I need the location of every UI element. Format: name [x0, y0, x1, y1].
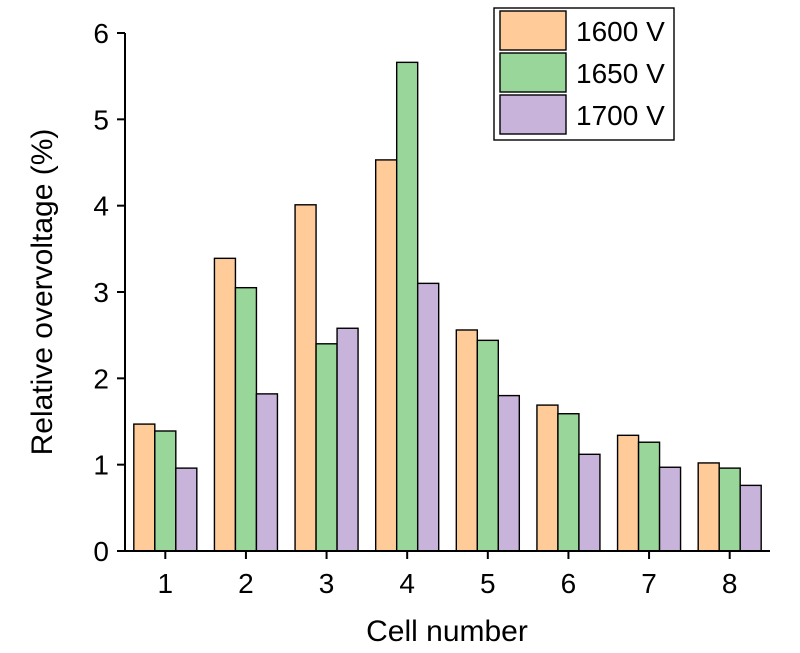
bar-1650v-cell-1 — [154, 430, 177, 552]
bar-1600v-cell-1 — [133, 423, 156, 552]
bar-1600v-cell-8 — [697, 462, 720, 552]
bar-1700v-cell-4 — [416, 282, 440, 552]
x-tick-label-3: 3 — [319, 568, 335, 599]
bar-1650v-cell-3 — [315, 343, 338, 552]
bar-1650v-cell-7 — [637, 441, 661, 552]
x-tick-label-5: 5 — [480, 568, 496, 599]
legend-swatch-1650v — [499, 52, 567, 93]
bar-1700v-cell-1 — [175, 467, 198, 552]
bar-1600v-cell-3 — [294, 204, 317, 552]
y-tick-label-3: 3 — [93, 277, 109, 308]
bar-1600v-cell-2 — [213, 257, 237, 552]
legend-label-1700v: 1700 V — [576, 100, 665, 131]
bar-1650v-cell-8 — [718, 467, 741, 552]
bar-1700v-cell-7 — [658, 466, 682, 552]
y-tick-label-1: 1 — [93, 450, 109, 481]
bar-1700v-cell-6 — [578, 453, 601, 552]
bar-1700v-cell-2 — [255, 393, 279, 552]
legend-swatch-1700v — [499, 94, 567, 135]
bar-1650v-cell-4 — [395, 61, 419, 552]
x-tick-label-4: 4 — [399, 568, 415, 599]
bar-1600v-cell-6 — [536, 404, 559, 552]
bar-1650v-cell-5 — [476, 339, 500, 552]
bars — [133, 61, 762, 552]
x-tick-label-8: 8 — [722, 568, 738, 599]
legend-swatch-1600v — [499, 10, 567, 51]
legend-label-1600v: 1600 V — [576, 16, 665, 47]
x-tick-label-7: 7 — [641, 568, 657, 599]
bar-1700v-cell-3 — [336, 327, 359, 552]
bar-1700v-cell-5 — [497, 394, 521, 552]
y-tick-label-6: 6 — [93, 18, 109, 49]
y-axis-title: Relative overvoltage (%) — [26, 129, 59, 456]
y-tick-label-2: 2 — [93, 363, 109, 394]
bar-1600v-cell-5 — [455, 329, 479, 552]
bar-1600v-cell-4 — [374, 159, 398, 552]
y-tick-label-5: 5 — [93, 104, 109, 135]
y-tick-label-0: 0 — [93, 536, 109, 567]
bar-1700v-cell-8 — [739, 484, 762, 552]
y-tick-label-4: 4 — [93, 191, 109, 222]
x-tick-label-1: 1 — [158, 568, 174, 599]
x-axis-title: Cell number — [366, 615, 528, 648]
x-tick-label-2: 2 — [238, 568, 254, 599]
x-ticks: 1 2 3 4 5 6 7 8 — [158, 551, 738, 599]
legend: 1600 V 1650 V 1700 V — [493, 7, 675, 141]
y-ticks: 0 1 2 3 4 5 6 — [93, 18, 125, 567]
bar-1650v-cell-2 — [234, 286, 258, 552]
bar-1650v-cell-6 — [557, 413, 580, 552]
bar-1600v-cell-7 — [616, 434, 640, 552]
legend-label-1650v: 1650 V — [576, 58, 665, 89]
x-tick-label-6: 6 — [561, 568, 577, 599]
